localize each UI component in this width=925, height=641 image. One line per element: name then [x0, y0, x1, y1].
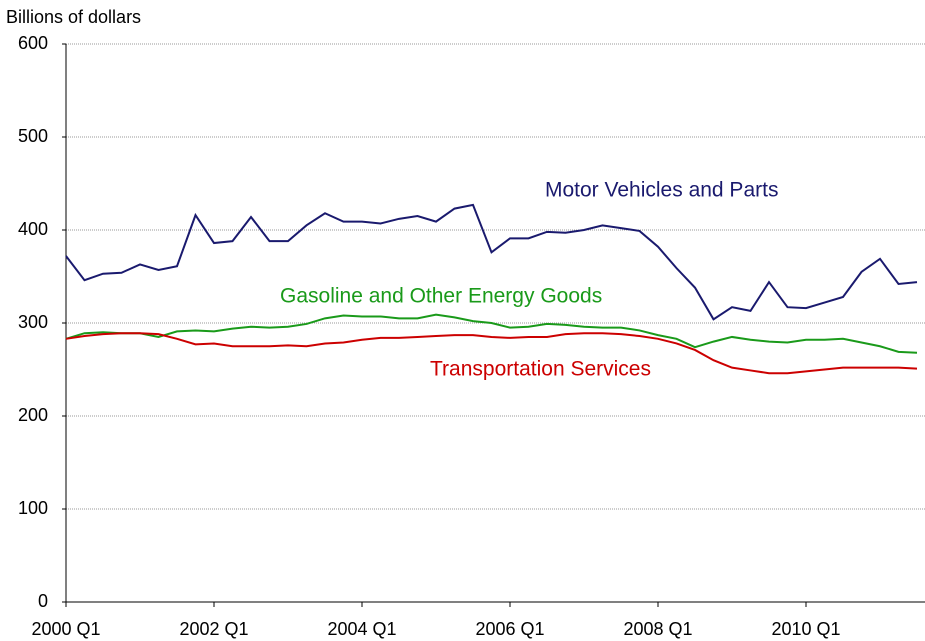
x-tick-label: 2000 Q1 [31, 619, 100, 639]
x-tick-label: 2006 Q1 [475, 619, 544, 639]
series-label: Motor Vehicles and Parts [545, 179, 778, 202]
y-tick-label: 500 [18, 126, 48, 146]
series-line [65, 313, 918, 354]
y-tick-label: 600 [18, 33, 48, 53]
y-tick-label: 0 [38, 591, 48, 611]
x-tick-label: 2010 Q1 [771, 619, 840, 639]
series-line [65, 203, 918, 321]
y-tick-label: 300 [18, 312, 48, 332]
y-axis-label: Billions of dollars [6, 7, 141, 27]
series-line [65, 332, 918, 375]
y-tick-label: 400 [18, 219, 48, 239]
x-tick-label: 2004 Q1 [327, 619, 396, 639]
x-tick-label: 2002 Q1 [179, 619, 248, 639]
y-tick-label: 100 [18, 498, 48, 518]
series-label: Transportation Services [430, 358, 651, 381]
series-label: Gasoline and Other Energy Goods [280, 285, 602, 308]
y-tick-label: 200 [18, 405, 48, 425]
x-tick-label: 2008 Q1 [623, 619, 692, 639]
